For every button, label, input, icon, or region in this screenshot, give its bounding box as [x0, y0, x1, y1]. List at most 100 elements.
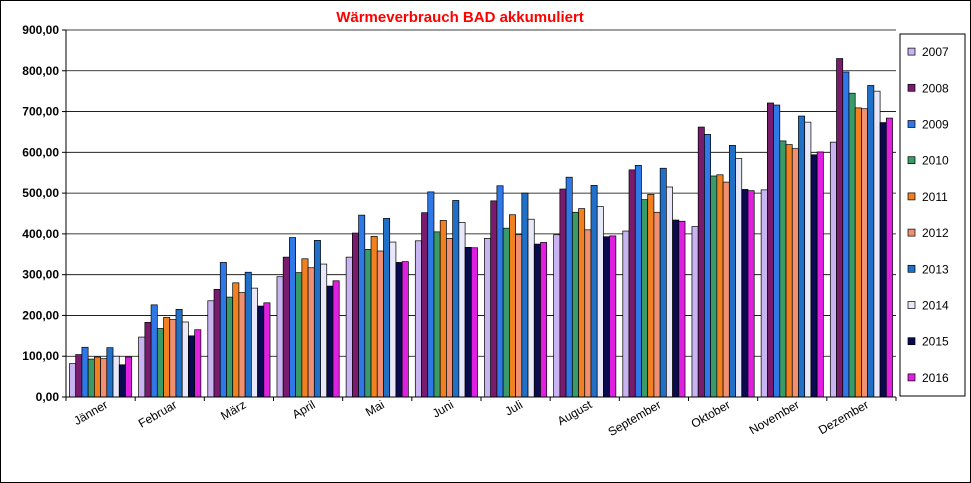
bar-2010-4 — [364, 249, 372, 398]
bar-2007-6 — [484, 238, 492, 398]
y-tick-label: 700,00 — [22, 105, 59, 119]
legend-label-2012: 2012 — [922, 226, 949, 240]
bar-2015-4 — [395, 262, 403, 398]
legend: 2007 2008 2009 2010 2011 2012 2013 2014 2015 2016 — [899, 33, 966, 397]
category-label: Juni — [430, 397, 456, 420]
bar-2011-4 — [370, 235, 378, 398]
bar-2011-3 — [301, 258, 309, 398]
bar-2012-7 — [584, 229, 592, 398]
bar-2016-4 — [401, 261, 409, 398]
bar-2007-0 — [69, 363, 77, 398]
y-tick-label: 900,00 — [22, 23, 59, 37]
bar-2013-10 — [798, 115, 806, 398]
bar-2013-7 — [590, 185, 598, 398]
category-label: November — [747, 397, 802, 437]
legend-swatch-2007 — [907, 47, 916, 56]
legend-swatch-2011 — [907, 192, 916, 201]
category-label: Jänner — [71, 397, 110, 427]
bar-2010-10 — [779, 140, 787, 398]
bar-2015-0 — [118, 364, 126, 398]
legend-swatch-2016 — [907, 373, 916, 382]
bar-2008-5 — [421, 212, 429, 398]
bar-2009-1 — [150, 304, 158, 398]
bar-2011-2 — [232, 282, 240, 398]
legend-swatch-2013 — [907, 264, 916, 273]
bar-2009-6 — [496, 185, 504, 398]
bar-2008-3 — [282, 256, 290, 398]
bar-2014-10 — [804, 121, 812, 398]
bar-2013-5 — [452, 200, 460, 398]
bar-2010-0 — [87, 358, 95, 398]
bar-2016-2 — [263, 302, 271, 398]
bar-2016-10 — [816, 151, 824, 398]
bar-2009-7 — [565, 176, 573, 398]
legend-swatch-2015 — [907, 337, 916, 346]
legend-swatch-2014 — [907, 301, 916, 309]
bar-2013-1 — [175, 308, 183, 398]
bar-2011-10 — [785, 144, 793, 398]
bar-2011-6 — [509, 214, 516, 398]
bar-2009-4 — [358, 214, 366, 398]
bar-2015-3 — [326, 285, 334, 398]
bar-2016-0 — [125, 356, 133, 398]
bar-2015-11 — [879, 122, 887, 398]
bar-2015-8 — [672, 219, 680, 398]
bar-2007-11 — [829, 141, 837, 398]
bar-2012-9 — [722, 181, 730, 398]
bar-2016-3 — [332, 280, 340, 398]
bar-2015-5 — [464, 246, 472, 398]
bar-2007-5 — [414, 240, 422, 398]
bar-2014-5 — [458, 222, 466, 398]
bar-2010-2 — [226, 296, 234, 398]
bar-2013-8 — [659, 167, 667, 398]
bar-2008-0 — [75, 354, 83, 398]
bar-2007-9 — [691, 226, 699, 398]
bar-2012-4 — [376, 250, 384, 398]
bar-2010-5 — [433, 231, 441, 398]
bar-2008-11 — [836, 58, 844, 398]
y-tick-label: 800,00 — [22, 64, 59, 78]
bar-2012-8 — [653, 211, 661, 398]
bar-2012-6 — [515, 234, 523, 398]
bar-2009-11 — [842, 71, 850, 398]
bar-2011-1 — [163, 317, 171, 398]
chart-title: Wärmeverbrauch BAD akkumuliert — [336, 9, 584, 26]
bar-2011-0 — [94, 356, 101, 398]
category-label: Dezember — [816, 397, 871, 437]
category-label: März — [218, 397, 248, 422]
category-label: August — [555, 397, 595, 428]
legend-swatch-2008 — [907, 83, 916, 92]
bar-2014-9 — [735, 158, 743, 398]
bar-2009-9 — [704, 134, 711, 398]
bar-2009-0 — [81, 346, 89, 398]
legend-box — [899, 33, 966, 397]
bar-2013-9 — [728, 145, 736, 398]
bar-2010-6 — [502, 227, 510, 398]
y-tick-label: 0,00 — [36, 390, 60, 404]
bar-2011-7 — [578, 208, 586, 398]
bar-2007-10 — [760, 189, 768, 398]
legend-swatch-2010 — [907, 156, 916, 165]
bar-2012-1 — [169, 319, 177, 398]
category-label: Mai — [363, 397, 387, 419]
bar-2009-10 — [773, 104, 781, 398]
bar-2015-2 — [257, 305, 265, 398]
legend-label-2014: 2014 — [922, 299, 949, 313]
bar-2007-7 — [553, 234, 561, 398]
legend-label-2016: 2016 — [922, 371, 949, 385]
bar-2009-8 — [634, 165, 642, 398]
bar-2014-11 — [873, 90, 881, 398]
bar-2014-4 — [389, 241, 397, 398]
bar-2011-11 — [854, 107, 862, 398]
legend-label-2007: 2007 — [922, 45, 949, 59]
bar-2010-8 — [641, 199, 649, 398]
bar-2015-9 — [741, 189, 749, 398]
bar-2009-5 — [427, 191, 435, 398]
bar-2009-2 — [219, 262, 227, 398]
bar-2007-3 — [276, 276, 284, 398]
legend-label-2015: 2015 — [922, 335, 949, 349]
y-tick-label: 500,00 — [22, 186, 59, 200]
bar-2007-4 — [345, 256, 353, 398]
bar-2010-1 — [156, 328, 164, 398]
